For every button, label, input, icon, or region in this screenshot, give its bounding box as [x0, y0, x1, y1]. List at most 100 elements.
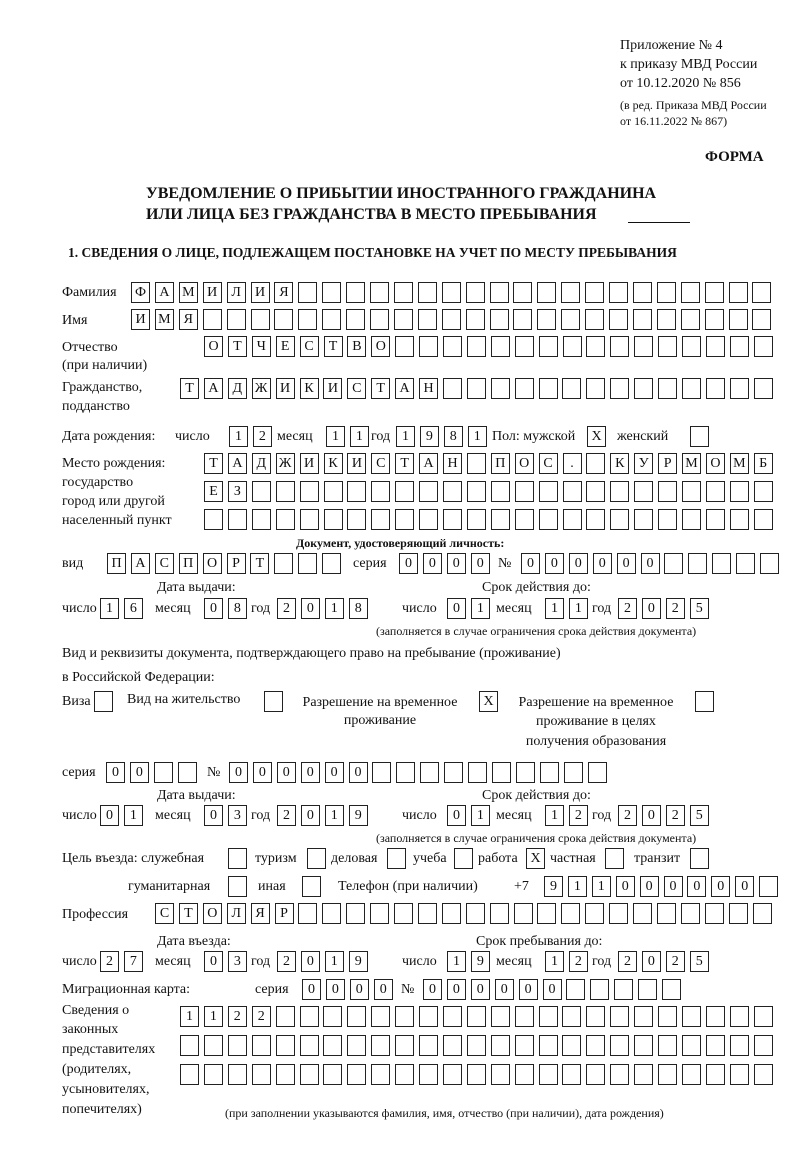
char-box[interactable]: Т: [178, 903, 198, 924]
char-box[interactable]: Н: [443, 453, 462, 474]
char-box[interactable]: [729, 336, 749, 357]
char-box[interactable]: 1: [326, 426, 345, 447]
char-box[interactable]: Е: [275, 336, 295, 357]
char-box[interactable]: 0: [204, 951, 223, 972]
char-box[interactable]: [203, 1064, 223, 1085]
char-box[interactable]: [634, 1035, 654, 1056]
char-box[interactable]: З: [227, 481, 247, 502]
char-box[interactable]: И: [323, 378, 343, 399]
char-box[interactable]: [514, 1006, 534, 1027]
char-box[interactable]: [250, 309, 270, 330]
char-box[interactable]: 1: [396, 426, 415, 447]
char-box[interactable]: [275, 481, 295, 502]
char-box[interactable]: [662, 979, 681, 1000]
char-box[interactable]: [443, 481, 462, 502]
char-box[interactable]: [680, 309, 700, 330]
char-box[interactable]: 0: [616, 553, 636, 574]
char-box[interactable]: 1: [229, 426, 248, 447]
char-box[interactable]: [387, 848, 406, 869]
char-box[interactable]: М: [178, 282, 198, 303]
char-box[interactable]: [393, 309, 413, 330]
char-box[interactable]: П: [490, 453, 510, 474]
char-box[interactable]: [538, 1064, 558, 1085]
char-box[interactable]: [347, 1035, 367, 1056]
char-box[interactable]: 0: [204, 598, 223, 619]
char-box[interactable]: [490, 1006, 510, 1027]
char-box[interactable]: [442, 1035, 462, 1056]
char-box[interactable]: [298, 903, 318, 924]
char-box[interactable]: [346, 282, 366, 303]
char-box[interactable]: [419, 1006, 438, 1027]
char-box[interactable]: 7: [123, 951, 143, 972]
char-box[interactable]: [705, 481, 725, 502]
char-box[interactable]: Ч: [251, 336, 271, 357]
char-box[interactable]: 0: [300, 598, 320, 619]
char-box[interactable]: [538, 336, 558, 357]
char-box[interactable]: [753, 1035, 773, 1056]
char-box[interactable]: [513, 903, 533, 924]
char-box[interactable]: [395, 1006, 415, 1027]
char-box[interactable]: 1: [447, 951, 466, 972]
char-box[interactable]: 0: [568, 553, 588, 574]
char-box[interactable]: [658, 336, 678, 357]
char-box[interactable]: [704, 309, 724, 330]
char-box[interactable]: [264, 691, 283, 712]
char-box[interactable]: 2: [665, 951, 685, 972]
char-box[interactable]: [658, 1064, 677, 1085]
char-box[interactable]: 8: [348, 598, 368, 619]
char-box[interactable]: А: [227, 453, 247, 474]
char-box[interactable]: [538, 1006, 558, 1027]
char-box[interactable]: [468, 762, 487, 783]
char-box[interactable]: [298, 282, 318, 303]
char-box[interactable]: С: [154, 553, 174, 574]
char-box[interactable]: 1: [545, 951, 564, 972]
char-box[interactable]: [441, 903, 461, 924]
char-box[interactable]: [759, 876, 779, 897]
char-box[interactable]: [180, 1064, 199, 1085]
char-box[interactable]: [346, 903, 366, 924]
char-box[interactable]: [228, 848, 247, 869]
char-box[interactable]: [585, 309, 605, 330]
char-box[interactable]: [705, 378, 725, 399]
char-box[interactable]: [586, 481, 606, 502]
char-box[interactable]: [610, 1064, 630, 1085]
char-box[interactable]: [705, 336, 725, 357]
char-box[interactable]: А: [130, 553, 150, 574]
char-box[interactable]: [705, 1035, 725, 1056]
char-box[interactable]: С: [538, 453, 558, 474]
char-box[interactable]: [370, 309, 389, 330]
char-box[interactable]: П: [107, 553, 126, 574]
char-box[interactable]: О: [705, 453, 725, 474]
char-box[interactable]: [371, 1064, 391, 1085]
char-box[interactable]: 0: [229, 762, 248, 783]
char-box[interactable]: Т: [250, 553, 270, 574]
char-box[interactable]: [347, 481, 367, 502]
char-box[interactable]: [609, 282, 628, 303]
char-box[interactable]: [664, 553, 684, 574]
char-box[interactable]: 0: [100, 805, 119, 826]
char-box[interactable]: 0: [204, 805, 223, 826]
char-box[interactable]: С: [155, 903, 174, 924]
char-box[interactable]: [299, 1035, 319, 1056]
char-box[interactable]: [419, 1035, 438, 1056]
char-box[interactable]: [275, 1035, 295, 1056]
char-box[interactable]: [454, 848, 473, 869]
char-box[interactable]: [514, 481, 534, 502]
char-box[interactable]: [275, 1064, 295, 1085]
char-box[interactable]: [562, 378, 582, 399]
char-box[interactable]: [346, 309, 366, 330]
char-box[interactable]: 2: [568, 951, 588, 972]
char-box[interactable]: 0: [735, 876, 755, 897]
char-box[interactable]: [417, 282, 437, 303]
char-box[interactable]: [658, 378, 677, 399]
char-box[interactable]: [682, 481, 701, 502]
char-box[interactable]: 1: [545, 805, 564, 826]
char-box[interactable]: 0: [252, 762, 272, 783]
char-box[interactable]: 2: [252, 426, 272, 447]
char-box[interactable]: 1: [100, 598, 119, 619]
char-box[interactable]: [275, 1006, 295, 1027]
char-box[interactable]: Ж: [275, 453, 295, 474]
char-box[interactable]: 0: [300, 805, 320, 826]
char-box[interactable]: [634, 336, 654, 357]
char-box[interactable]: [539, 762, 559, 783]
